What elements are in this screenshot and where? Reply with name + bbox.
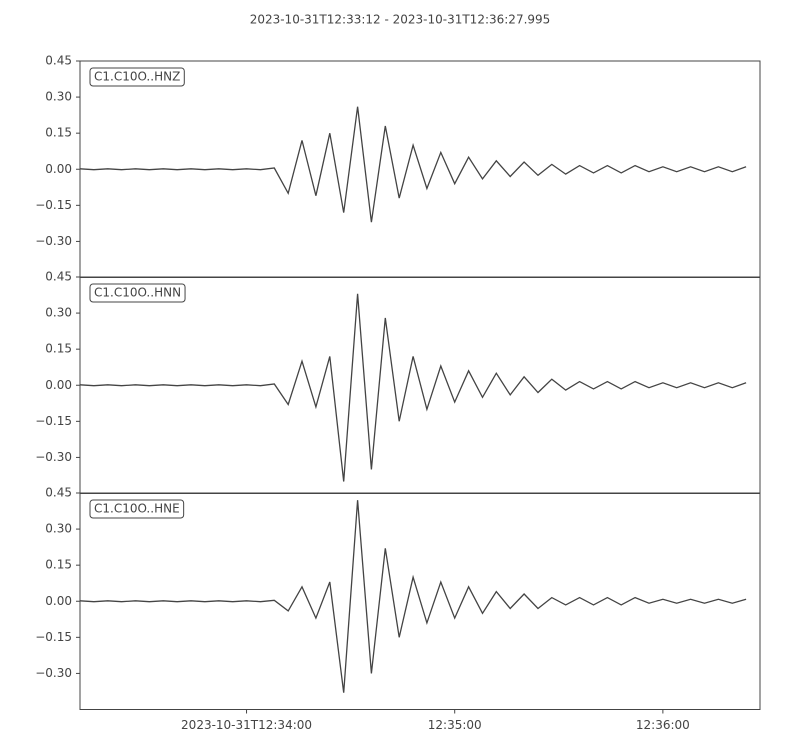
y-tick-label: −0.30 bbox=[35, 666, 72, 680]
y-tick-label: −0.15 bbox=[35, 414, 72, 428]
station-label: C1.C10O..HNN bbox=[94, 286, 181, 300]
y-tick-label: 0.15 bbox=[45, 342, 72, 356]
x-tick-label: 12:35:00 bbox=[428, 718, 482, 732]
waveform bbox=[79, 293, 747, 482]
waveform bbox=[79, 500, 747, 693]
station-label: C1.C10O..HNE bbox=[94, 502, 180, 516]
waveform bbox=[79, 106, 747, 223]
station-label: C1.C10O..HNZ bbox=[94, 70, 180, 84]
y-tick-label: −0.15 bbox=[35, 198, 72, 212]
y-tick-label: 0.15 bbox=[45, 126, 72, 140]
y-tick-label: 0.45 bbox=[45, 270, 72, 284]
y-tick-label: 0.30 bbox=[45, 522, 72, 536]
y-tick-label: 0.30 bbox=[45, 306, 72, 320]
y-tick-label: 0.00 bbox=[45, 594, 72, 608]
station-label-box bbox=[89, 499, 185, 519]
station-label-box bbox=[89, 283, 186, 303]
figure-title: 2023-10-31T12:33:12 - 2023-10-31T12:36:2… bbox=[250, 13, 551, 27]
x-tick-label: 12:36:00 bbox=[636, 718, 690, 732]
station-label-box bbox=[89, 67, 185, 87]
y-tick-label: 0.45 bbox=[45, 486, 72, 500]
y-tick-label: 0.30 bbox=[45, 90, 72, 104]
y-tick-label: −0.30 bbox=[35, 450, 72, 464]
x-tick-label: 2023-10-31T12:34:00 bbox=[181, 718, 312, 732]
y-tick-label: 0.00 bbox=[45, 378, 72, 392]
y-tick-label: −0.30 bbox=[35, 234, 72, 248]
y-tick-label: 0.00 bbox=[45, 162, 72, 176]
y-tick-label: 0.45 bbox=[45, 54, 72, 68]
y-tick-label: −0.15 bbox=[35, 630, 72, 644]
y-tick-label: 0.15 bbox=[45, 558, 72, 572]
